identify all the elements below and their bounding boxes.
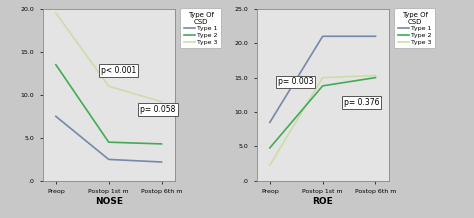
X-axis label: NOSE: NOSE <box>95 197 123 206</box>
Legend: Type 1, Type 2, Type 3: Type 1, Type 2, Type 3 <box>394 9 435 48</box>
Text: p< 0.001: p< 0.001 <box>101 66 136 75</box>
X-axis label: ROE: ROE <box>312 197 333 206</box>
Text: p= 0.376: p= 0.376 <box>344 98 379 107</box>
Text: p= 0.058: p= 0.058 <box>140 105 176 114</box>
Text: p= 0.003: p= 0.003 <box>278 77 313 87</box>
Legend: Type 1, Type 2, Type 3: Type 1, Type 2, Type 3 <box>181 9 221 48</box>
